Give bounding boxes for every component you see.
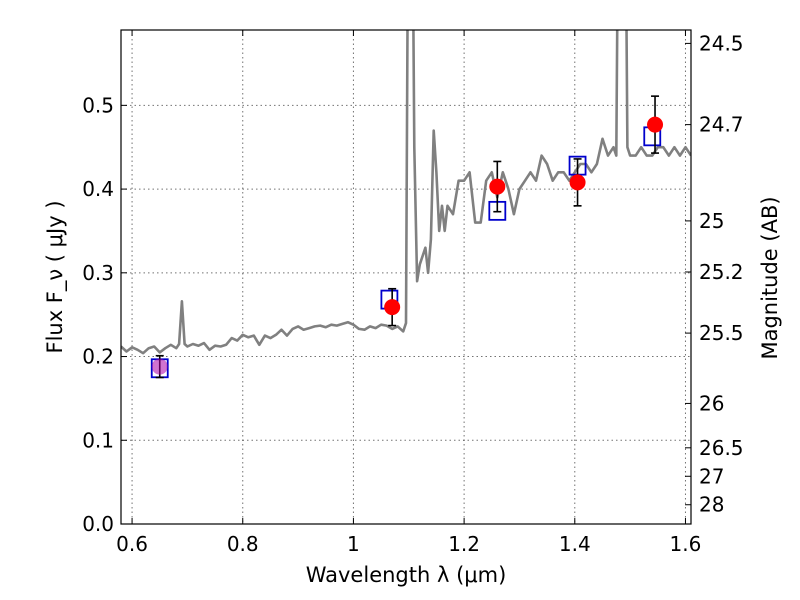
x-axis: 0.6 0.8 1 1.2 1.4 1.6	[116, 30, 701, 556]
plot-frame	[120, 29, 692, 525]
x-tick-label: 1	[347, 532, 360, 556]
y-tick-label: 0.0	[82, 512, 114, 536]
y-axis-right: 24.5 24.7 25 25.2 25.5 26 26.5 27 28	[685, 31, 744, 517]
mag-tick-label: 25	[699, 209, 724, 233]
observed-point	[151, 358, 168, 375]
y-axis-left: 0.0 0.1 0.2 0.3 0.4 0.5	[82, 93, 127, 536]
x-tick-label: 1.2	[448, 532, 480, 556]
mag-tick-label: 24.5	[699, 31, 744, 55]
photometry-layer	[150, 95, 664, 379]
y-tick-label: 0.3	[82, 261, 114, 285]
observed-point	[569, 174, 586, 191]
mag-tick-label: 25.2	[699, 260, 744, 284]
mag-tick-label: 26	[699, 391, 724, 415]
x-tick-label: 1.4	[559, 532, 591, 556]
spectrum-line	[121, 30, 691, 355]
x-axis-title: Wavelength λ (μm)	[306, 563, 507, 587]
mag-tick-label: 25.5	[699, 321, 744, 345]
observed-point	[647, 116, 664, 133]
mag-tick-label: 27	[699, 464, 724, 488]
observed-point	[489, 178, 506, 195]
spectrum-layer	[121, 30, 691, 355]
y-axis-title-right: Magnitude (AB)	[758, 196, 782, 359]
observed-point	[384, 299, 401, 316]
x-tick-label: 1.6	[670, 532, 702, 556]
y-tick-label: 0.2	[82, 345, 114, 369]
x-tick-label: 0.6	[116, 532, 148, 556]
y-tick-label: 0.1	[82, 428, 114, 452]
x-tick-label: 0.8	[227, 532, 259, 556]
mag-tick-label: 24.7	[699, 113, 744, 137]
mag-tick-label: 28	[699, 493, 724, 517]
y-axis-title-left: Flux F_ν ( μJy )	[43, 200, 68, 353]
mag-tick-label: 26.5	[699, 436, 744, 460]
y-tick-label: 0.5	[82, 93, 114, 117]
y-tick-label: 0.4	[82, 177, 114, 201]
